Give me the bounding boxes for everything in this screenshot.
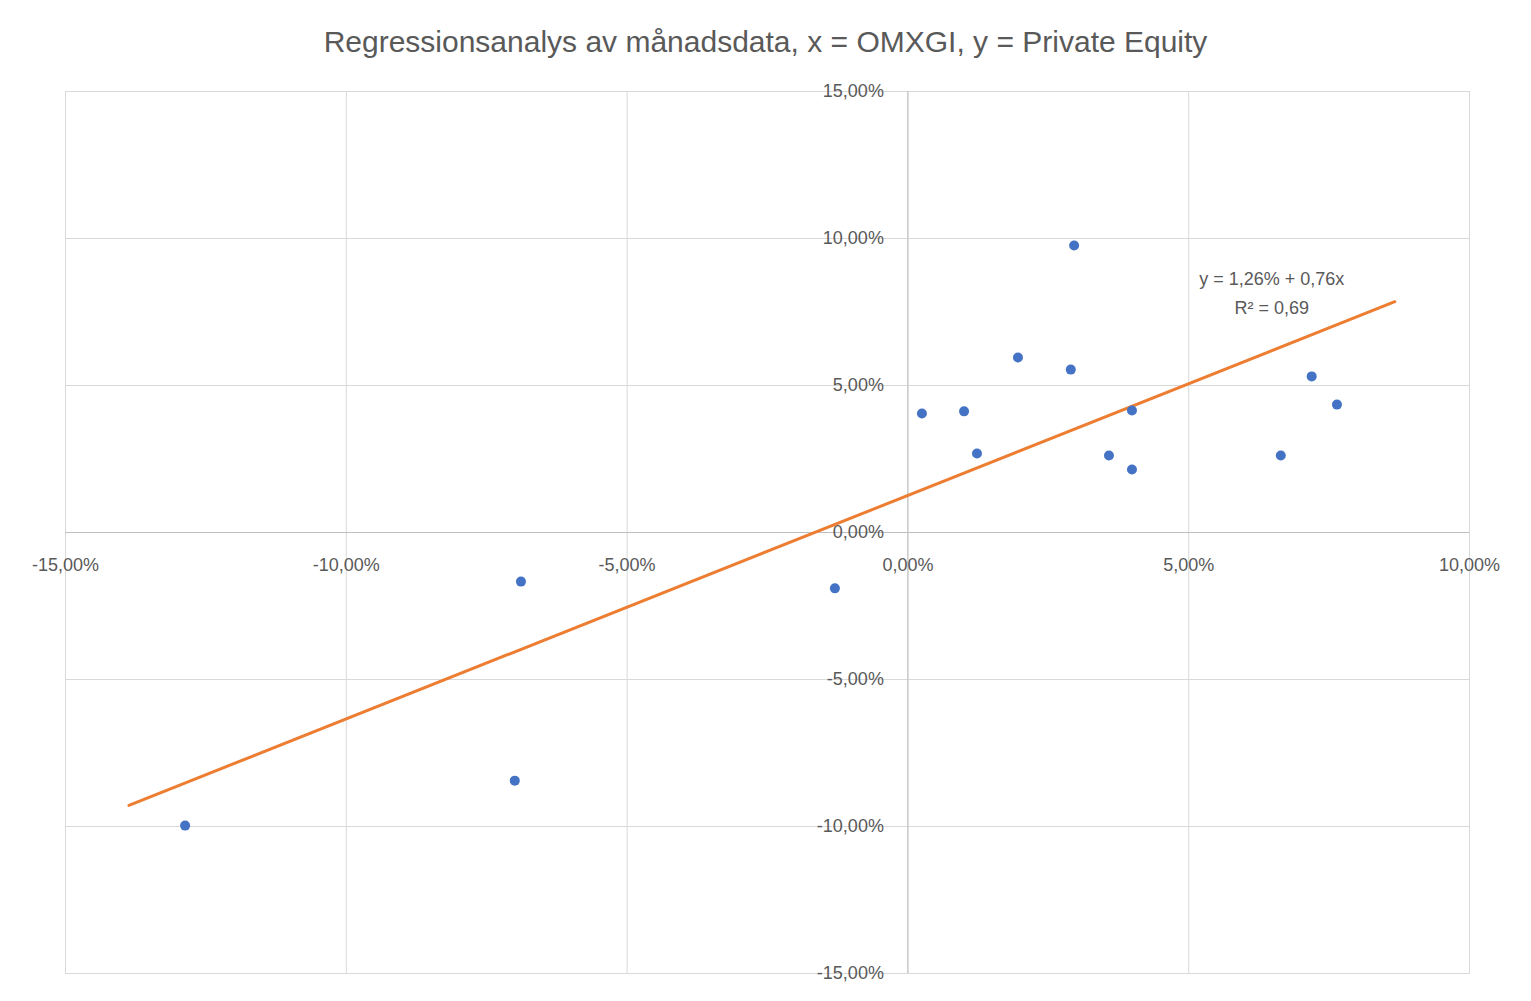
svg-text:-15,00%: -15,00%	[817, 963, 884, 983]
svg-text:-15,00%: -15,00%	[32, 555, 99, 575]
svg-text:5,00%: 5,00%	[1163, 555, 1214, 575]
svg-text:0,00%: 0,00%	[833, 522, 884, 542]
svg-text:-5,00%: -5,00%	[599, 555, 656, 575]
html-text:Regressionsanalys av månadsdat: Regressionsanalys av månadsdata, x = OMX…	[323, 25, 1208, 58]
svg-text:0,00%: 0,00%	[882, 555, 933, 575]
svg-text:5,00%: 5,00%	[833, 375, 884, 395]
svg-text:-10,00%: -10,00%	[313, 555, 380, 575]
svg-text:15,00%: 15,00%	[823, 81, 884, 101]
svg-text:R² = 0,69: R² = 0,69	[1235, 298, 1310, 318]
svg-text:10,00%: 10,00%	[823, 228, 884, 248]
svg-text:-5,00%: -5,00%	[827, 669, 884, 689]
svg-text:10,00%: 10,00%	[1439, 555, 1500, 575]
svg-text:-10,00%: -10,00%	[817, 816, 884, 836]
svg-text:y = 1,26% + 0,76x: y = 1,26% + 0,76x	[1199, 269, 1344, 289]
